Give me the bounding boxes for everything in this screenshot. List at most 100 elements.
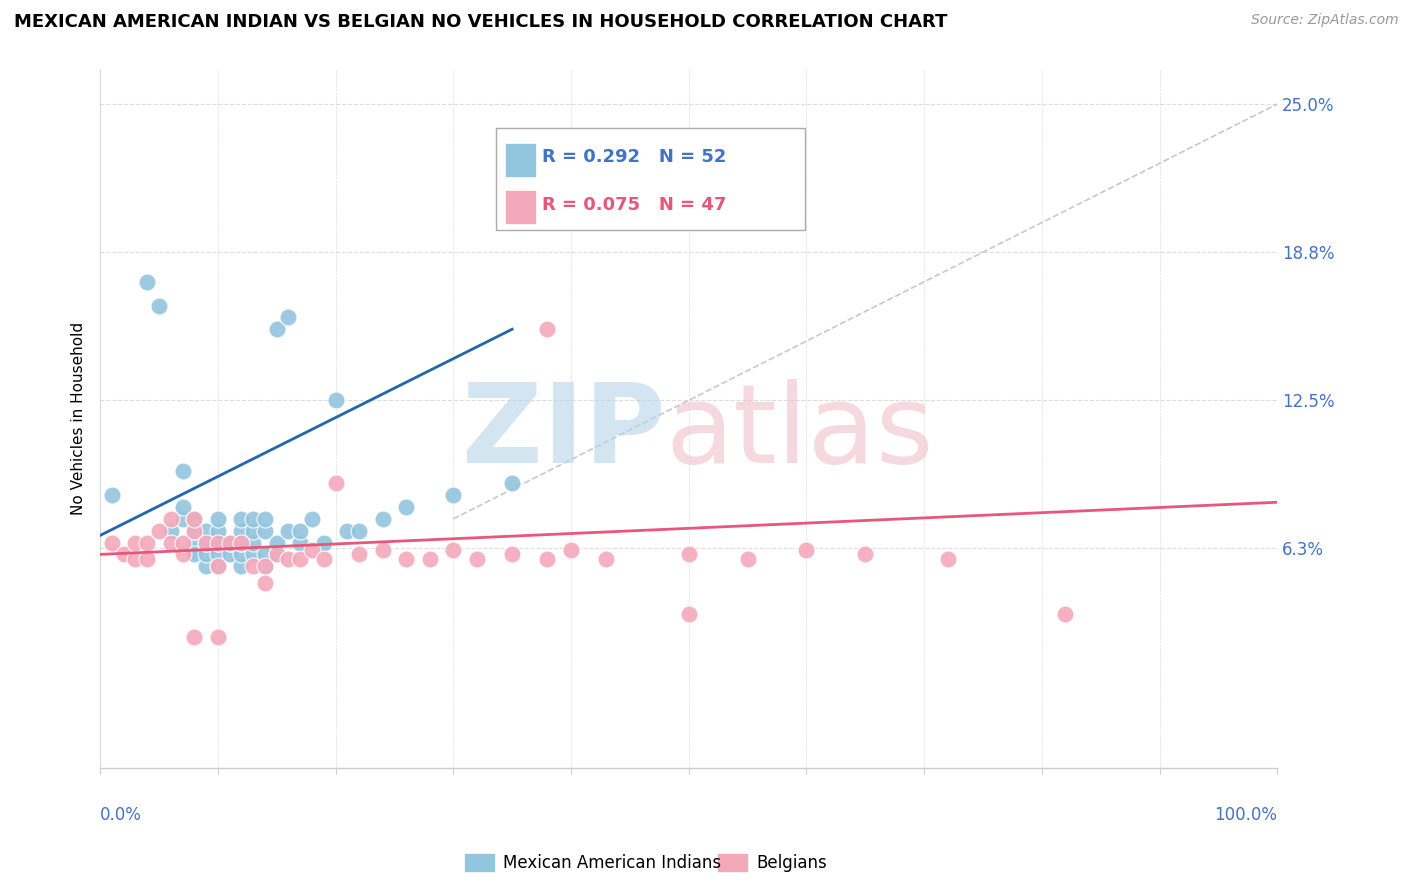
Point — [172, 512, 194, 526]
Point — [207, 559, 229, 574]
Point — [183, 535, 205, 549]
Point — [172, 465, 194, 479]
Point — [266, 535, 288, 549]
Text: R = 0.292   N = 52: R = 0.292 N = 52 — [543, 148, 727, 166]
Point — [371, 542, 394, 557]
Point — [536, 552, 558, 566]
Point — [242, 512, 264, 526]
Text: atlas: atlas — [665, 378, 934, 485]
Point — [124, 552, 146, 566]
Point — [737, 552, 759, 566]
Point — [595, 552, 617, 566]
Point — [231, 548, 253, 562]
Point — [501, 548, 523, 562]
Point — [195, 548, 218, 562]
Point — [183, 512, 205, 526]
Point — [796, 542, 818, 557]
Point — [325, 476, 347, 491]
Point — [560, 542, 582, 557]
Point — [253, 575, 276, 590]
Point — [172, 548, 194, 562]
Text: 0.0%: 0.0% — [100, 806, 142, 824]
Point — [101, 488, 124, 502]
Point — [136, 275, 159, 289]
Point — [301, 542, 323, 557]
Point — [395, 552, 418, 566]
Point — [159, 512, 181, 526]
Point — [136, 535, 159, 549]
Point — [207, 559, 229, 574]
Point — [853, 548, 876, 562]
Point — [395, 500, 418, 514]
Point — [253, 559, 276, 574]
Point — [218, 535, 240, 549]
Point — [441, 488, 464, 502]
Point — [183, 542, 205, 557]
Point — [136, 552, 159, 566]
Point — [277, 524, 299, 538]
Point — [183, 524, 205, 538]
Point — [678, 548, 700, 562]
Point — [148, 524, 170, 538]
Point — [441, 542, 464, 557]
Point — [207, 524, 229, 538]
Point — [124, 535, 146, 549]
Text: Mexican American Indians: Mexican American Indians — [503, 854, 721, 871]
Point — [253, 548, 276, 562]
Text: R = 0.075   N = 47: R = 0.075 N = 47 — [543, 196, 727, 214]
Point — [501, 476, 523, 491]
Point — [347, 524, 370, 538]
Point — [183, 524, 205, 538]
Point — [277, 552, 299, 566]
Point — [253, 524, 276, 538]
Point — [242, 548, 264, 562]
Point — [312, 552, 335, 566]
Point — [325, 393, 347, 408]
Point — [371, 512, 394, 526]
Point — [347, 548, 370, 562]
Point — [253, 559, 276, 574]
Point — [536, 322, 558, 336]
Point — [207, 548, 229, 562]
Point — [218, 548, 240, 562]
Text: Source: ZipAtlas.com: Source: ZipAtlas.com — [1251, 13, 1399, 28]
Point — [148, 299, 170, 313]
Point — [266, 548, 288, 562]
Point — [231, 559, 253, 574]
Text: ZIP: ZIP — [461, 378, 665, 485]
Point — [242, 559, 264, 574]
Point — [207, 535, 229, 549]
Point — [231, 535, 253, 549]
Point — [183, 548, 205, 562]
Point — [1054, 607, 1077, 621]
Y-axis label: No Vehicles in Household: No Vehicles in Household — [72, 321, 86, 515]
Point — [419, 552, 441, 566]
Point — [253, 512, 276, 526]
Point — [101, 535, 124, 549]
Point — [290, 535, 312, 549]
Point — [183, 512, 205, 526]
Point — [678, 607, 700, 621]
Point — [172, 500, 194, 514]
Point — [195, 559, 218, 574]
Point — [242, 524, 264, 538]
Point — [231, 524, 253, 538]
Point — [336, 524, 359, 538]
Text: Belgians: Belgians — [756, 854, 827, 871]
Point — [195, 535, 218, 549]
Point — [312, 535, 335, 549]
Point — [266, 322, 288, 336]
Point — [195, 535, 218, 549]
Point — [266, 548, 288, 562]
Point — [195, 524, 218, 538]
Point — [465, 552, 488, 566]
Point — [207, 631, 229, 645]
Text: MEXICAN AMERICAN INDIAN VS BELGIAN NO VEHICLES IN HOUSEHOLD CORRELATION CHART: MEXICAN AMERICAN INDIAN VS BELGIAN NO VE… — [14, 13, 948, 31]
Point — [172, 535, 194, 549]
Point — [183, 631, 205, 645]
Point — [112, 548, 135, 562]
Point — [159, 535, 181, 549]
Point — [207, 512, 229, 526]
Point — [231, 535, 253, 549]
Point — [231, 512, 253, 526]
